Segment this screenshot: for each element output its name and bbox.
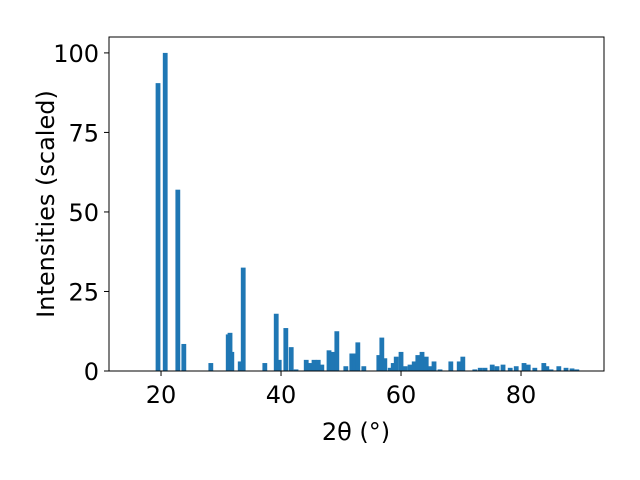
bar <box>343 366 349 371</box>
bar <box>423 356 429 371</box>
y-axis-label: Intensities (scaled) <box>32 90 60 318</box>
bar <box>477 367 483 371</box>
bar <box>574 369 580 371</box>
bar <box>563 367 569 371</box>
bar <box>352 353 358 371</box>
bar <box>307 363 313 371</box>
bar <box>521 363 527 371</box>
bar <box>387 367 393 371</box>
bar <box>407 364 413 371</box>
bar <box>262 363 268 371</box>
bar <box>393 356 399 371</box>
bar <box>237 361 243 371</box>
bar <box>569 368 575 371</box>
bar <box>415 355 421 371</box>
bar <box>175 189 181 371</box>
bar <box>162 52 168 372</box>
bar <box>532 367 538 371</box>
bar <box>273 313 279 371</box>
y-tick-label: 50 <box>68 199 99 227</box>
bar <box>293 369 299 371</box>
bar <box>489 364 495 371</box>
x-tick-label: 80 <box>506 381 537 409</box>
y-tick-label: 25 <box>68 278 99 306</box>
bar <box>181 343 187 371</box>
y-tick-label: 75 <box>68 119 99 147</box>
bar <box>541 363 547 371</box>
bar <box>472 369 478 371</box>
bar <box>390 363 396 371</box>
bar <box>311 359 317 371</box>
bar <box>431 361 437 371</box>
bar <box>355 342 361 371</box>
bar <box>334 331 340 371</box>
bar <box>482 367 488 371</box>
bar <box>382 358 388 371</box>
bar <box>276 359 282 371</box>
bar <box>507 367 513 371</box>
bar <box>229 351 235 371</box>
plot-frame <box>108 36 605 372</box>
bar <box>288 347 294 371</box>
bar <box>155 83 161 371</box>
bar <box>456 361 462 371</box>
bar <box>448 361 454 371</box>
y-tick-label: 0 <box>84 358 99 386</box>
bar <box>349 353 355 371</box>
bar <box>303 359 309 371</box>
bar <box>437 369 443 371</box>
bar <box>500 364 506 371</box>
bar <box>326 350 332 371</box>
bar <box>494 366 500 371</box>
x-tick-label: 40 <box>266 381 297 409</box>
bar <box>513 366 519 371</box>
bar <box>548 369 554 371</box>
bar <box>376 355 382 371</box>
y-tick-label: 100 <box>53 40 99 68</box>
bar <box>208 363 214 371</box>
bar <box>283 328 289 371</box>
bar <box>361 366 367 371</box>
bar <box>419 351 425 371</box>
bar <box>240 267 246 371</box>
bar <box>525 364 531 371</box>
x-axis-label: 2θ (°) <box>322 418 390 446</box>
x-tick-label: 20 <box>146 381 177 409</box>
bar <box>427 366 433 371</box>
bar <box>379 337 385 371</box>
bar <box>315 359 321 371</box>
bar <box>330 351 336 371</box>
bar <box>411 361 417 371</box>
bar <box>319 364 325 371</box>
bar <box>544 366 550 371</box>
bar <box>460 356 466 371</box>
x-tick-label: 60 <box>386 381 417 409</box>
bar <box>556 366 562 371</box>
bar <box>402 366 408 371</box>
bar <box>398 351 404 371</box>
